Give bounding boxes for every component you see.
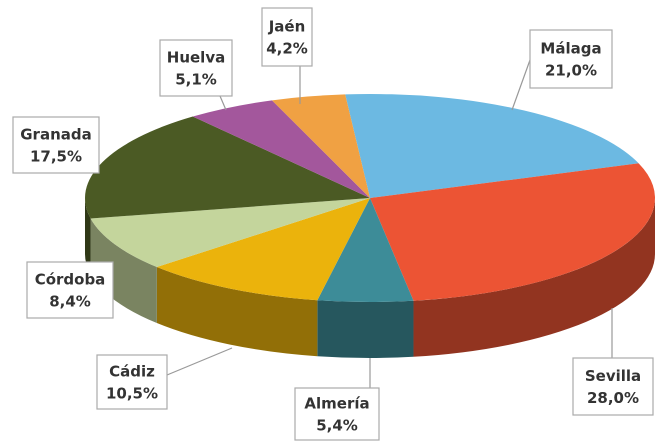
- label-box: [261, 7, 313, 67]
- value-label: 17,5%: [30, 148, 82, 166]
- label-box: [572, 357, 654, 416]
- label-box: [96, 354, 168, 410]
- slice-label: Granada: [20, 126, 92, 144]
- value-label: 8,4%: [49, 293, 91, 311]
- label-box: [294, 387, 380, 441]
- value-label: 10,5%: [106, 385, 158, 403]
- slice-side: [85, 198, 91, 275]
- slice-side: [156, 267, 318, 357]
- slice: [192, 100, 370, 198]
- slice: [90, 198, 370, 268]
- slice: [156, 198, 370, 301]
- value-label: 28,0%: [587, 389, 639, 407]
- slice-side: [317, 300, 414, 358]
- slice-label: Cádiz: [109, 363, 155, 381]
- slice-label: Córdoba: [35, 271, 106, 289]
- slice-label: Huelva: [167, 49, 225, 67]
- slice-label: Sevilla: [585, 367, 641, 385]
- slice: [345, 94, 639, 198]
- value-label: 5,4%: [316, 417, 358, 435]
- label-box: [529, 29, 613, 89]
- leader-line: [511, 59, 531, 111]
- value-label: 5,1%: [175, 71, 217, 89]
- label-box: [26, 261, 114, 319]
- label-box: [159, 39, 233, 97]
- leader-line: [219, 95, 227, 111]
- slice-side: [90, 218, 157, 324]
- slice-side: [413, 198, 655, 357]
- slice-label: Jaén: [268, 18, 306, 36]
- slice-label: Málaga: [540, 40, 601, 58]
- value-label: 4,2%: [266, 40, 308, 58]
- value-label: 21,0%: [545, 62, 597, 80]
- slice: [317, 198, 414, 303]
- slice-label: Almería: [304, 395, 369, 413]
- slice: [370, 163, 655, 301]
- slice: [85, 116, 371, 219]
- leader-line: [166, 347, 233, 376]
- slice: [272, 94, 370, 198]
- label-box: [12, 116, 100, 174]
